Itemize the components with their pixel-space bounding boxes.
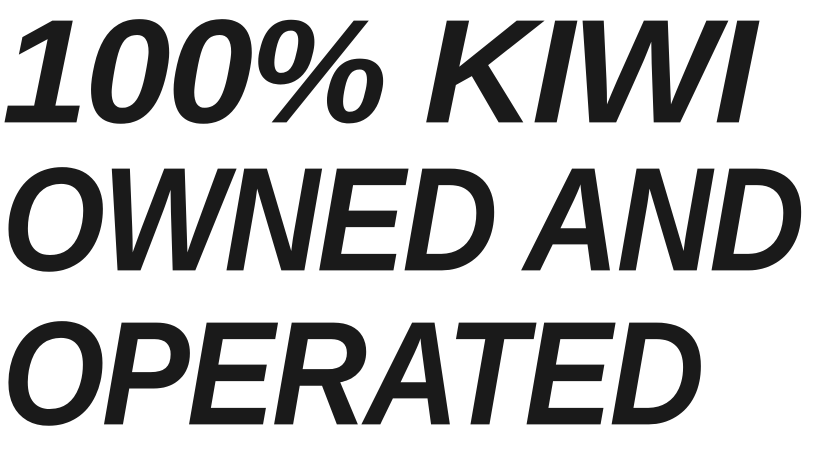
headline-line-1: 100% KIWI (2, 0, 757, 154)
headline-line-2: OWNED AND (2, 137, 805, 302)
headline-line-3: OPERATED (2, 291, 705, 456)
